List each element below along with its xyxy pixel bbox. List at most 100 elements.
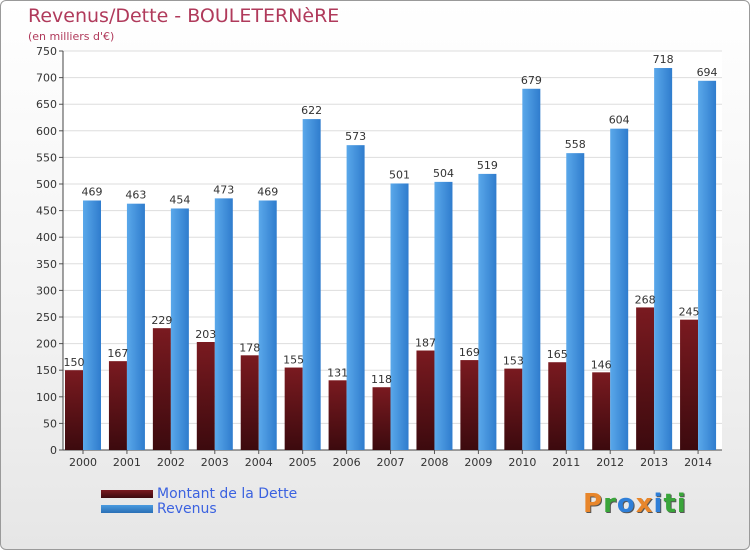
bar-debt <box>592 372 611 450</box>
bar-revenue <box>522 88 541 450</box>
y-tick-label: 450 <box>36 205 57 218</box>
data-label-debt: 155 <box>283 354 304 367</box>
data-label-revenue: 604 <box>609 114 630 127</box>
data-label-revenue: 463 <box>125 189 146 202</box>
bar-debt <box>65 370 83 450</box>
x-tick-label: 2003 <box>201 456 229 469</box>
chart-title: Revenus/Dette - BOULETERNèRE <box>28 5 340 27</box>
y-tick-label: 350 <box>36 258 57 271</box>
y-tick-label: 650 <box>36 98 57 111</box>
data-label-revenue: 469 <box>257 185 278 198</box>
y-tick-label: 150 <box>36 364 57 377</box>
logo-letter: x <box>635 489 654 519</box>
legend-label-debt: Montant de la Dette <box>157 486 298 502</box>
bar-debt <box>240 355 259 450</box>
proxiti-logo: Proxiti <box>583 489 687 519</box>
data-label-debt: 229 <box>151 314 172 327</box>
bar-revenue <box>478 173 497 450</box>
data-label-debt: 187 <box>415 337 436 350</box>
data-label-revenue: 504 <box>433 167 454 180</box>
data-label-revenue: 679 <box>521 74 542 87</box>
logo-letter: r <box>603 489 617 519</box>
data-label-debt: 146 <box>591 358 612 371</box>
data-label-debt: 178 <box>239 341 260 354</box>
chart-subtitle: (en milliers d'€) <box>28 30 115 43</box>
bar-revenue <box>83 200 101 450</box>
data-label-debt: 118 <box>371 373 392 386</box>
bar-debt <box>460 360 479 450</box>
x-tick-label: 2004 <box>245 456 273 469</box>
legend-swatch-revenue <box>101 505 153 513</box>
bar-revenue <box>610 128 629 450</box>
y-tick-label: 50 <box>43 417 57 430</box>
x-tick-label: 2010 <box>508 456 536 469</box>
bar-revenue <box>258 200 277 450</box>
y-tick-label: 200 <box>36 338 57 351</box>
data-label-revenue: 469 <box>82 185 103 198</box>
x-tick-label: 2001 <box>113 456 141 469</box>
x-tick-label: 2000 <box>69 456 97 469</box>
x-tick-label: 2009 <box>464 456 492 469</box>
bar-revenue <box>126 203 145 450</box>
y-tick-label: 750 <box>36 45 57 58</box>
data-label-revenue: 501 <box>389 168 410 181</box>
bar-revenue <box>698 80 717 451</box>
bar-revenue <box>434 181 453 450</box>
data-label-revenue: 622 <box>301 104 322 117</box>
data-label-debt: 167 <box>107 347 128 360</box>
legend-swatch-debt <box>101 490 153 498</box>
x-tick-label: 2002 <box>157 456 185 469</box>
y-tick-label: 700 <box>36 72 57 85</box>
data-label-revenue: 694 <box>697 66 718 79</box>
bar-debt <box>372 387 391 450</box>
bar-debt <box>504 368 523 450</box>
y-tick-label: 250 <box>36 311 57 324</box>
bar-debt <box>152 328 171 450</box>
y-tick-label: 0 <box>50 444 57 457</box>
logo-letter: t <box>663 489 677 519</box>
data-label-debt: 131 <box>327 366 348 379</box>
y-tick-label: 300 <box>36 284 57 297</box>
data-label-debt: 153 <box>503 355 524 368</box>
bar-debt <box>284 367 303 450</box>
bar-debt <box>548 362 567 450</box>
x-tick-label: 2006 <box>333 456 361 469</box>
bar-revenue <box>346 145 365 450</box>
logo-letter: i <box>653 489 664 519</box>
bar-debt <box>108 361 127 450</box>
y-tick-label: 100 <box>36 391 57 404</box>
bar-debt <box>636 307 655 450</box>
legend-label-revenue: Revenus <box>157 501 217 517</box>
data-label-revenue: 473 <box>213 183 234 196</box>
bar-debt <box>196 342 215 450</box>
x-tick-label: 2007 <box>377 456 405 469</box>
data-label-revenue: 519 <box>477 159 498 172</box>
x-tick-label: 2011 <box>552 456 580 469</box>
y-tick-label: 550 <box>36 151 57 164</box>
bar-revenue <box>566 153 585 451</box>
data-label-debt: 245 <box>679 306 700 319</box>
bar-debt <box>416 350 435 450</box>
bar-revenue <box>170 208 189 450</box>
bar-debt <box>328 380 347 450</box>
data-label-debt: 268 <box>635 293 656 306</box>
y-tick-label: 400 <box>36 231 57 244</box>
bar-revenue <box>214 198 233 450</box>
bar-debt <box>680 319 699 450</box>
bar-revenue <box>302 119 321 450</box>
data-label-debt: 150 <box>64 356 85 369</box>
data-label-debt: 169 <box>459 346 480 359</box>
x-tick-label: 2012 <box>596 456 624 469</box>
bar-revenue <box>654 68 673 451</box>
x-tick-label: 2014 <box>684 456 712 469</box>
data-label-debt: 203 <box>195 328 216 341</box>
data-label-debt: 165 <box>547 348 568 361</box>
data-label-revenue: 454 <box>169 193 190 206</box>
data-label-revenue: 573 <box>345 130 366 143</box>
x-tick-label: 2008 <box>420 456 448 469</box>
data-label-revenue: 558 <box>565 138 586 151</box>
y-tick-label: 600 <box>36 125 57 138</box>
logo-letter: P <box>583 489 604 519</box>
